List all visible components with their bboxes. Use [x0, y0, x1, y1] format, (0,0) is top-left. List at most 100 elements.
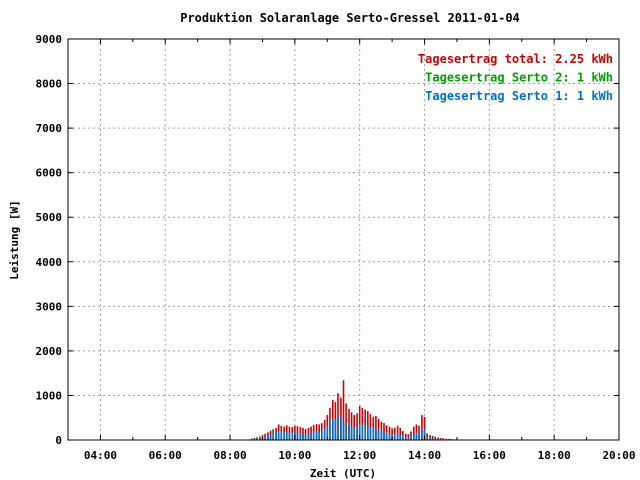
bar-total: [410, 431, 412, 440]
bar-serto1: [269, 433, 272, 440]
bar-total: [345, 403, 347, 440]
bar-serto1: [393, 434, 396, 440]
x-tick-label: 10:00: [278, 449, 311, 462]
bar-total: [442, 438, 445, 440]
bar-total: [437, 437, 439, 440]
bar-total: [418, 425, 420, 440]
bar-serto1: [364, 425, 367, 440]
x-tick-label: 18:00: [538, 449, 571, 462]
bar-serto1: [399, 434, 402, 440]
bar-total: [434, 436, 437, 440]
y-tick-label: 5000: [36, 211, 63, 224]
bar-serto1: [275, 431, 277, 440]
bar-total: [399, 427, 402, 440]
bar-serto1: [429, 437, 431, 440]
bar-total: [361, 407, 364, 440]
bar-serto1: [415, 432, 418, 440]
bar-total: [429, 435, 431, 440]
bar-serto1: [358, 423, 361, 440]
bar-total: [421, 415, 423, 440]
bar-serto1: [320, 430, 323, 440]
bar-serto1: [423, 429, 426, 440]
bar-total: [380, 421, 383, 440]
y-tick-label: 7000: [36, 122, 63, 135]
bar-serto1: [326, 425, 329, 440]
bar-total: [385, 425, 388, 440]
bar-serto1: [304, 433, 307, 440]
bar-serto1: [388, 433, 391, 440]
bar-serto1: [267, 435, 269, 440]
bar-serto1: [356, 426, 358, 440]
y-tick-label: 1000: [36, 389, 63, 402]
bar-serto1: [302, 433, 304, 440]
bar-serto1: [375, 427, 377, 440]
legend-entry-serto2: Tagesertrag Serto 2: 1 kWh: [425, 71, 613, 85]
bar-total: [407, 434, 410, 440]
bar-serto1: [367, 425, 369, 440]
bar-total: [350, 412, 353, 440]
plot-frame: [67, 38, 620, 441]
y-tick-label: 0: [55, 434, 62, 447]
y-tick-label: 4000: [36, 256, 63, 269]
bar-serto1: [283, 432, 285, 440]
bar-serto1: [383, 431, 385, 440]
y-tick-label: 8000: [36, 78, 63, 91]
bar-total: [391, 428, 393, 440]
y-axis: 0 1000 2000 3000 4000 5000 6000 7000 8000 9000: [36, 33, 619, 447]
bar-total: [367, 411, 369, 440]
x-tick-label: 16:00: [473, 449, 506, 462]
x-tick-label: 20:00: [602, 449, 635, 462]
bar-serto1: [372, 428, 375, 440]
bar-total: [383, 423, 385, 440]
bar-total: [388, 426, 391, 440]
bar-serto1: [334, 419, 337, 440]
bar-serto1: [353, 427, 355, 440]
bar-serto1: [264, 435, 266, 440]
bar-serto1: [315, 431, 318, 440]
bars-layer: [250, 380, 461, 440]
bar-total: [423, 416, 426, 440]
y-tick-label: 3000: [36, 300, 63, 313]
legend-entry-total: Tagesertrag total: 2.25 kWh: [418, 52, 613, 66]
bar-total: [426, 433, 428, 440]
bar-total: [439, 437, 442, 440]
y-tick-label: 2000: [36, 345, 63, 358]
legend: Tagesertrag total: 2.25 kWh Tagesertrag S…: [418, 52, 613, 103]
y-tick-label: 6000: [36, 167, 63, 180]
bar-serto1: [418, 433, 420, 440]
bar-serto1: [296, 432, 299, 440]
legend-entry-serto1: Tagesertrag Serto 1: 1 kWh: [425, 89, 613, 103]
x-tick-label: 08:00: [213, 449, 246, 462]
bar-serto1: [437, 438, 439, 440]
bar-serto1: [323, 428, 326, 440]
bar-serto1: [361, 424, 364, 440]
bar-serto1: [402, 435, 404, 440]
bar-serto1: [421, 428, 423, 440]
bar-total: [431, 435, 434, 440]
bar-total: [396, 425, 399, 440]
bar-serto1: [380, 431, 383, 440]
bar-serto1: [329, 421, 331, 440]
bar-serto1: [310, 432, 312, 440]
bar-total: [364, 409, 367, 440]
chart-title: Produktion Solaranlage Serto-Gressel 201…: [180, 11, 520, 25]
bar-serto1: [434, 438, 437, 440]
x-tick-label: 06:00: [149, 449, 182, 462]
bar-serto1: [291, 432, 294, 440]
bar-serto1: [342, 422, 345, 440]
bar-serto1: [256, 438, 258, 440]
y-axis-label: Leistung [W]: [8, 200, 21, 279]
bar-serto1: [318, 431, 320, 440]
bar-total: [448, 438, 450, 440]
bar-serto1: [280, 431, 283, 440]
bar-serto1: [348, 424, 350, 440]
bar-serto1: [307, 433, 310, 440]
bar-total: [358, 406, 361, 440]
bar-serto1: [285, 431, 288, 440]
bar-serto1: [299, 432, 302, 440]
bar-serto1: [404, 436, 407, 440]
bar-serto1: [312, 431, 315, 440]
bar-serto1: [253, 438, 256, 440]
bar-total: [413, 426, 415, 440]
